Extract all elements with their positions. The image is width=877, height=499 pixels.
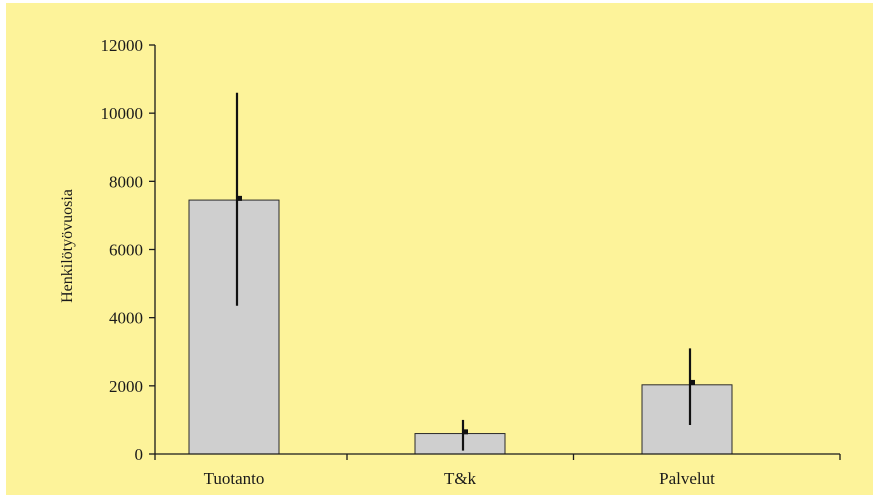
error-marker-0 xyxy=(236,195,242,201)
bar-2 xyxy=(641,384,733,455)
axes-layer xyxy=(149,44,841,460)
x-tick-label-0: Tuotanto xyxy=(204,469,265,488)
bar-1 xyxy=(414,433,506,455)
y-axis-title: Henkilötyövuosia xyxy=(59,189,76,303)
bar-0 xyxy=(188,199,280,455)
error-marker-2 xyxy=(689,379,695,385)
y-tick-label-3: 6000 xyxy=(109,241,143,260)
y-tick-label-4: 8000 xyxy=(109,172,143,191)
bars-layer xyxy=(188,199,733,455)
error-marker-1 xyxy=(462,429,468,435)
bar-chart: 0 2000 4000 6000 8000 10000 12000 Tuotanto T&k Pa… xyxy=(59,36,841,488)
y-tick-label-0: 0 xyxy=(135,445,144,464)
error-bars-layer xyxy=(235,92,695,451)
x-tick-label-1: T&k xyxy=(444,469,477,488)
labels-layer: 0 2000 4000 6000 8000 10000 12000 Tuotanto T&k Pa… xyxy=(101,36,716,488)
chart-panel: 0 2000 4000 6000 8000 10000 12000 Tuotanto T&k Pa… xyxy=(6,3,873,495)
y-tick-label-2: 4000 xyxy=(109,309,143,328)
y-tick-label-1: 2000 xyxy=(109,377,143,396)
x-tick-label-2: Palvelut xyxy=(659,469,715,488)
y-tick-label-6: 12000 xyxy=(101,36,144,55)
y-tick-label-5: 10000 xyxy=(101,104,144,123)
